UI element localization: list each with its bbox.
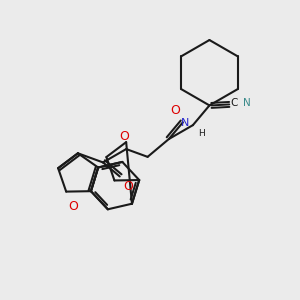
Text: O: O: [124, 180, 134, 194]
Text: N: N: [243, 98, 251, 108]
Text: N: N: [181, 118, 189, 128]
Text: C: C: [230, 98, 238, 108]
Text: O: O: [68, 200, 78, 212]
Text: O: O: [119, 130, 129, 143]
Text: H: H: [198, 129, 205, 138]
Text: O: O: [170, 104, 180, 117]
